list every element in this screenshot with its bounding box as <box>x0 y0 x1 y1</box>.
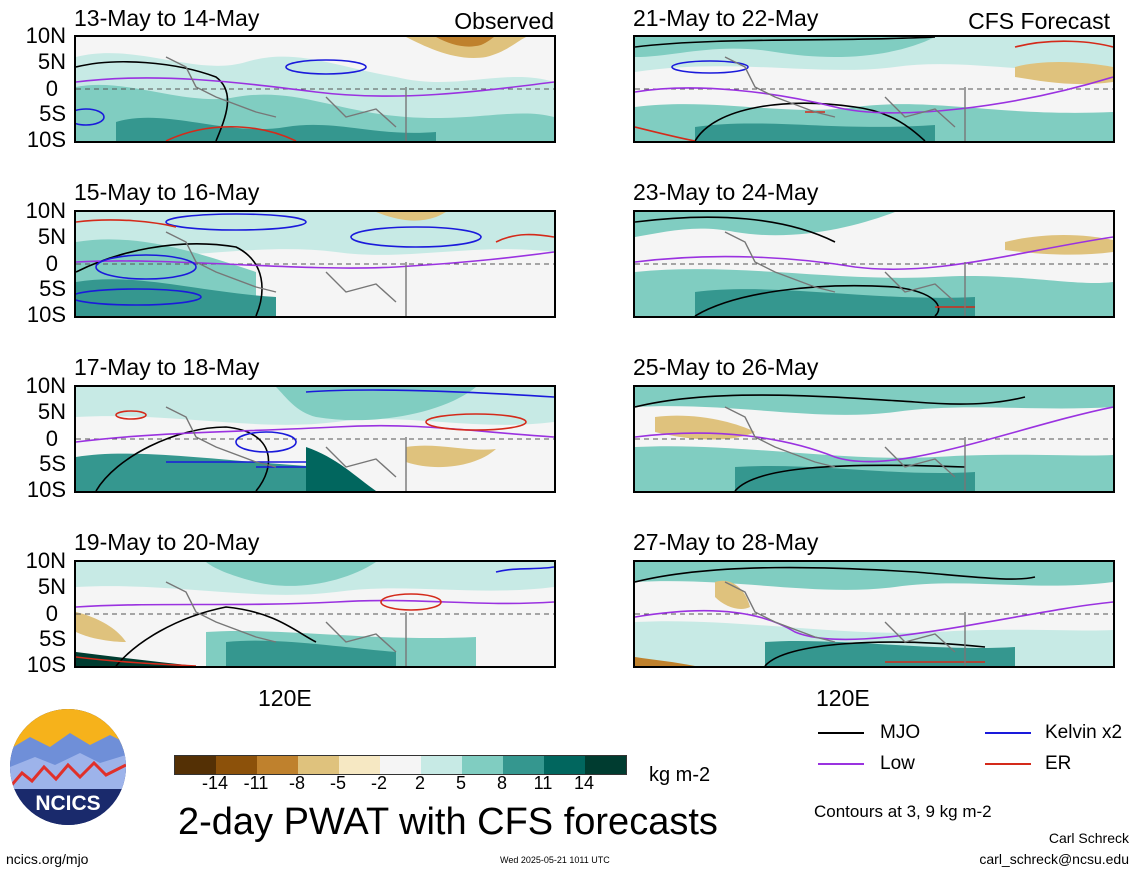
map-panel <box>633 560 1115 668</box>
map-panel <box>633 385 1115 493</box>
legend-label-kelvin: Kelvin x2 <box>1045 722 1123 743</box>
figure-title: 2-day PWAT with CFS forecasts <box>178 801 718 843</box>
lat-label-10s: 10S <box>26 477 66 502</box>
colorbar-swatch <box>339 756 380 774</box>
contours-note: Contours at 3, 9 kg m-2 <box>814 802 992 821</box>
lat-label-5s: 5S <box>39 451 66 476</box>
colorbar-tick: 8 <box>496 773 508 793</box>
colorbar-swatch <box>257 756 298 774</box>
lat-label-5s: 5S <box>39 276 66 301</box>
lat-label-10n: 10N <box>25 23 66 48</box>
lat-label-10n: 10N <box>25 373 66 398</box>
lon-label-left: 120E <box>258 685 312 711</box>
map-field <box>635 387 1113 491</box>
legend-label-er: ER <box>1045 753 1072 774</box>
colorbar-swatch <box>380 756 421 774</box>
colorbar-tick: -2 <box>370 773 388 793</box>
lat-label-10n: 10N <box>25 548 66 573</box>
lat-label-5n: 5N <box>37 399 66 424</box>
ncics-logo: NCICS <box>10 709 126 825</box>
footer-timestamp: Wed 2025-05-21 1011 UTC <box>500 855 610 865</box>
lat-label-10s: 10S <box>26 652 66 677</box>
map-panel <box>633 35 1115 143</box>
observed-label: Observed <box>454 8 554 34</box>
lat-label-0: 0 <box>45 426 58 451</box>
lat-label-0: 0 <box>45 251 58 276</box>
footer-email: carl_schreck@ncsu.edu <box>979 851 1129 867</box>
legend-line-er <box>985 763 1031 765</box>
colorbar-swatch <box>298 756 339 774</box>
map-field <box>76 562 554 666</box>
map-panel <box>74 210 556 318</box>
legend-label-low: Low <box>880 753 915 774</box>
lat-label-5n: 5N <box>37 224 66 249</box>
map-field <box>76 212 554 316</box>
colorbar-swatch <box>585 756 626 774</box>
map-field <box>635 37 1113 141</box>
lat-label-5s: 5S <box>39 626 66 651</box>
colorbar-swatch <box>544 756 585 774</box>
logo-text: NCICS <box>35 792 100 815</box>
legend-line-low <box>818 763 864 765</box>
colorbar-units: kg m-2 <box>649 764 711 786</box>
colorbar-tick: -8 <box>288 773 306 793</box>
map-panel <box>633 210 1115 318</box>
lat-label-5n: 5N <box>37 49 66 74</box>
map-field <box>76 387 554 491</box>
legend-label-mjo: MJO <box>880 722 921 743</box>
lat-label-10s: 10S <box>26 127 66 152</box>
colorbar-tick: 14 <box>573 773 595 793</box>
colorbar-swatch <box>175 756 216 774</box>
colorbar-tick: -14 <box>201 773 229 793</box>
map-field <box>635 212 1113 316</box>
colorbar-tick: -11 <box>243 773 269 793</box>
map-panel <box>74 560 556 668</box>
colorbar-tick: 2 <box>414 773 426 793</box>
colorbar-swatch <box>421 756 462 774</box>
lat-label-5n: 5N <box>37 574 66 599</box>
panel-title-6: 23-May to 24-May <box>633 179 819 205</box>
colorbar-swatch <box>462 756 503 774</box>
map-field <box>76 37 554 141</box>
lat-label-5s: 5S <box>39 101 66 126</box>
map-field <box>635 562 1113 666</box>
colorbar-swatch <box>503 756 544 774</box>
lat-label-0: 0 <box>45 76 58 101</box>
panel-title-2: 15-May to 16-May <box>74 179 260 205</box>
colorbar-tick: -5 <box>329 773 347 793</box>
lon-label-right: 120E <box>816 685 870 711</box>
panel-title-3: 17-May to 18-May <box>74 354 260 380</box>
footer-url: ncics.org/mjo <box>6 851 89 867</box>
panel-title-5: 21-May to 22-May <box>633 5 819 31</box>
panel-title-4: 19-May to 20-May <box>74 529 260 555</box>
colorbar-tick: 5 <box>455 773 467 793</box>
footer-author: Carl Schreck <box>1048 830 1129 846</box>
panel-title-8: 27-May to 28-May <box>633 529 819 555</box>
colorbar-swatch <box>216 756 257 774</box>
forecast-label: CFS Forecast <box>968 8 1110 34</box>
map-panel <box>74 35 556 143</box>
lat-label-10s: 10S <box>26 302 66 327</box>
lat-label-10n: 10N <box>25 198 66 223</box>
colorbar <box>174 755 627 775</box>
lat-label-0: 0 <box>45 601 58 626</box>
panel-title-1: 13-May to 14-May <box>74 5 260 31</box>
legend-line-mjo <box>818 732 864 734</box>
colorbar-tick: 11 <box>533 773 553 793</box>
map-panel <box>74 385 556 493</box>
panel-title-7: 25-May to 26-May <box>633 354 819 380</box>
legend-line-kelvin <box>985 732 1031 734</box>
